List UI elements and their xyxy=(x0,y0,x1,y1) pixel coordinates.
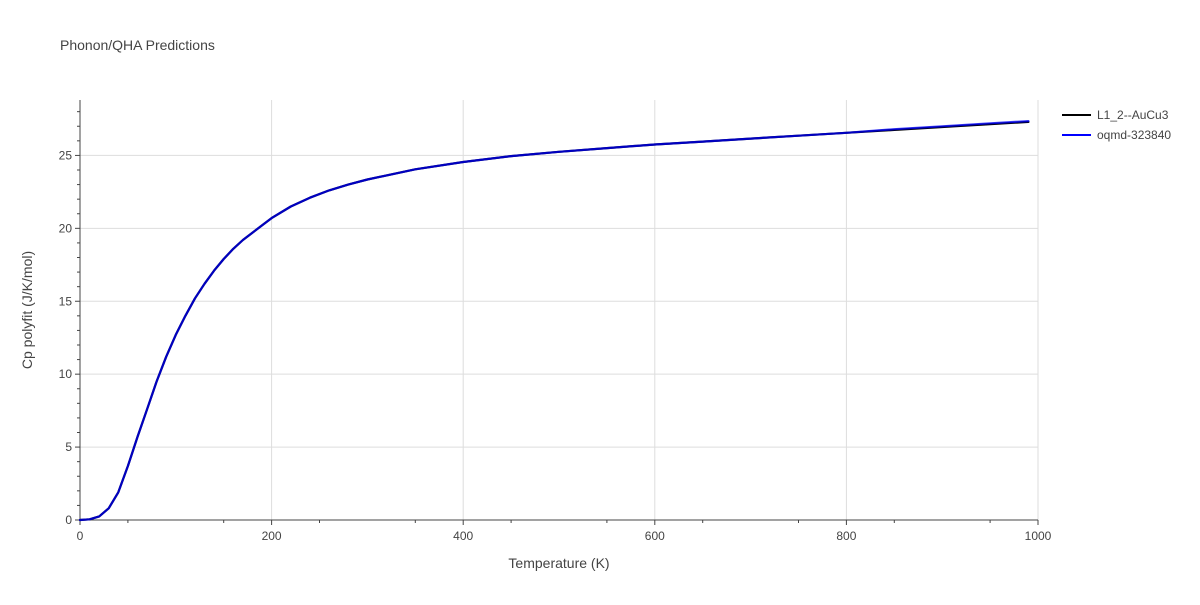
y-tick-label: 0 xyxy=(65,513,72,527)
series-line-oqmd-323840 xyxy=(78,119,1030,522)
y-tick-label: 10 xyxy=(59,367,73,381)
y-tick-label: 15 xyxy=(59,294,73,308)
grid-layer xyxy=(80,100,1039,520)
axes-layer: 0 200 400 600 800 1000 0 5 10 15 20 25 xyxy=(59,100,1052,543)
legend: L1_2--AuCu3 oqmd-323840 xyxy=(1062,108,1171,142)
legend-label: oqmd-323840 xyxy=(1097,128,1171,142)
x-tick-label: 0 xyxy=(77,529,84,543)
y-tick-label: 5 xyxy=(65,440,72,454)
chart-title: Phonon/QHA Predictions xyxy=(60,37,215,53)
x-tick-label: 800 xyxy=(836,529,856,543)
x-tick-label: 400 xyxy=(453,529,473,543)
legend-label: L1_2--AuCu3 xyxy=(1097,108,1169,122)
series-line-L1_2--AuCu3 xyxy=(78,120,1030,522)
x-tick-label: 1000 xyxy=(1025,529,1052,543)
y-tick-label: 25 xyxy=(59,148,73,162)
series-layer xyxy=(78,119,1030,522)
y-axis-label: Cp polyfit (J/K/mol) xyxy=(19,251,35,369)
x-tick-label: 600 xyxy=(645,529,665,543)
x-tick-label: 200 xyxy=(262,529,282,543)
x-axis-label: Temperature (K) xyxy=(508,555,609,571)
y-tick-label: 20 xyxy=(59,221,73,235)
